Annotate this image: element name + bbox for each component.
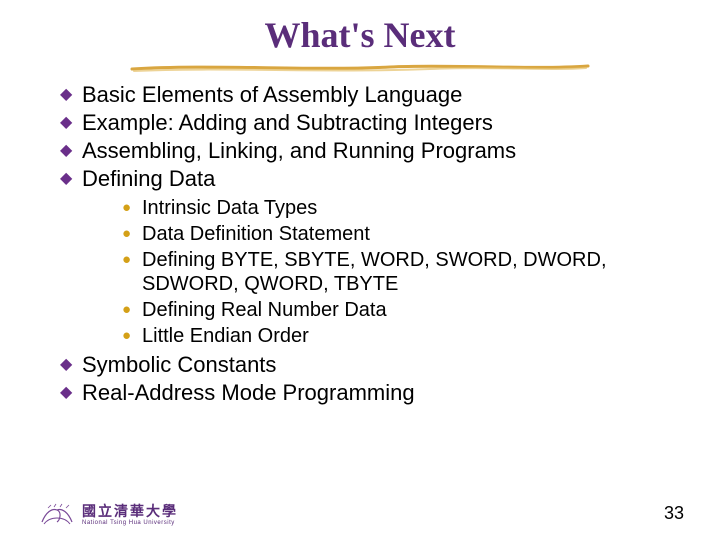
sub-list-item: ● Defining Real Number Data (122, 298, 680, 322)
diamond-bullet-icon: ◆ (60, 352, 82, 378)
sub-list-item-text: Data Definition Statement (142, 222, 370, 246)
diamond-bullet-icon: ◆ (60, 380, 82, 406)
diamond-bullet-icon: ◆ (60, 166, 82, 192)
list-item: ◆ Symbolic Constants (60, 352, 680, 378)
sub-list-item-text: Defining Real Number Data (142, 298, 387, 322)
title-area: What's Next (0, 0, 720, 56)
list-item: ◆ Basic Elements of Assembly Language (60, 82, 680, 108)
dot-bullet-icon: ● (122, 196, 142, 220)
slide-title: What's Next (265, 14, 456, 56)
logo-cn-text: 國立清華大學 (82, 504, 178, 518)
logo-text: 國立清華大學 National Tsing Hua University (82, 504, 178, 526)
list-item: ◆ Real-Address Mode Programming (60, 380, 680, 406)
slide: What's Next ◆ Basic Elements of Assembly… (0, 0, 720, 540)
diamond-bullet-icon: ◆ (60, 138, 82, 164)
sub-list-item: ● Data Definition Statement (122, 222, 680, 246)
dot-bullet-icon: ● (122, 248, 142, 272)
sub-list-item-text: Defining BYTE, SBYTE, WORD, SWORD, DWORD… (142, 248, 680, 296)
dot-bullet-icon: ● (122, 222, 142, 246)
diamond-bullet-icon: ◆ (60, 110, 82, 136)
diamond-bullet-icon: ◆ (60, 82, 82, 108)
list-item-text: Assembling, Linking, and Running Program… (82, 138, 516, 164)
sub-list-item: ● Defining BYTE, SBYTE, WORD, SWORD, DWO… (122, 248, 680, 296)
list-item: ◆ Defining Data (60, 166, 680, 192)
list-item: ◆ Assembling, Linking, and Running Progr… (60, 138, 680, 164)
list-item: ◆ Example: Adding and Subtracting Intege… (60, 110, 680, 136)
list-item-text: Symbolic Constants (82, 352, 276, 378)
sub-list-item-text: Intrinsic Data Types (142, 196, 317, 220)
university-logo: 國立清華大學 National Tsing Hua University (40, 502, 178, 528)
logo-en-text: National Tsing Hua University (82, 520, 178, 526)
list-item-text: Basic Elements of Assembly Language (82, 82, 462, 108)
title-underline (130, 60, 590, 70)
dot-bullet-icon: ● (122, 324, 142, 348)
list-item-text: Real-Address Mode Programming (82, 380, 415, 406)
slide-footer: 國立清華大學 National Tsing Hua University 33 (0, 488, 720, 528)
logo-mark-icon (40, 502, 74, 528)
list-item-text: Defining Data (82, 166, 215, 192)
slide-body: ◆ Basic Elements of Assembly Language ◆ … (60, 80, 680, 408)
sub-list-item-text: Little Endian Order (142, 324, 309, 348)
list-item-text: Example: Adding and Subtracting Integers (82, 110, 493, 136)
sub-list-item: ● Little Endian Order (122, 324, 680, 348)
page-number: 33 (664, 503, 684, 524)
dot-bullet-icon: ● (122, 298, 142, 322)
sub-list-item: ● Intrinsic Data Types (122, 196, 680, 220)
sub-list: ● Intrinsic Data Types ● Data Definition… (122, 196, 680, 348)
